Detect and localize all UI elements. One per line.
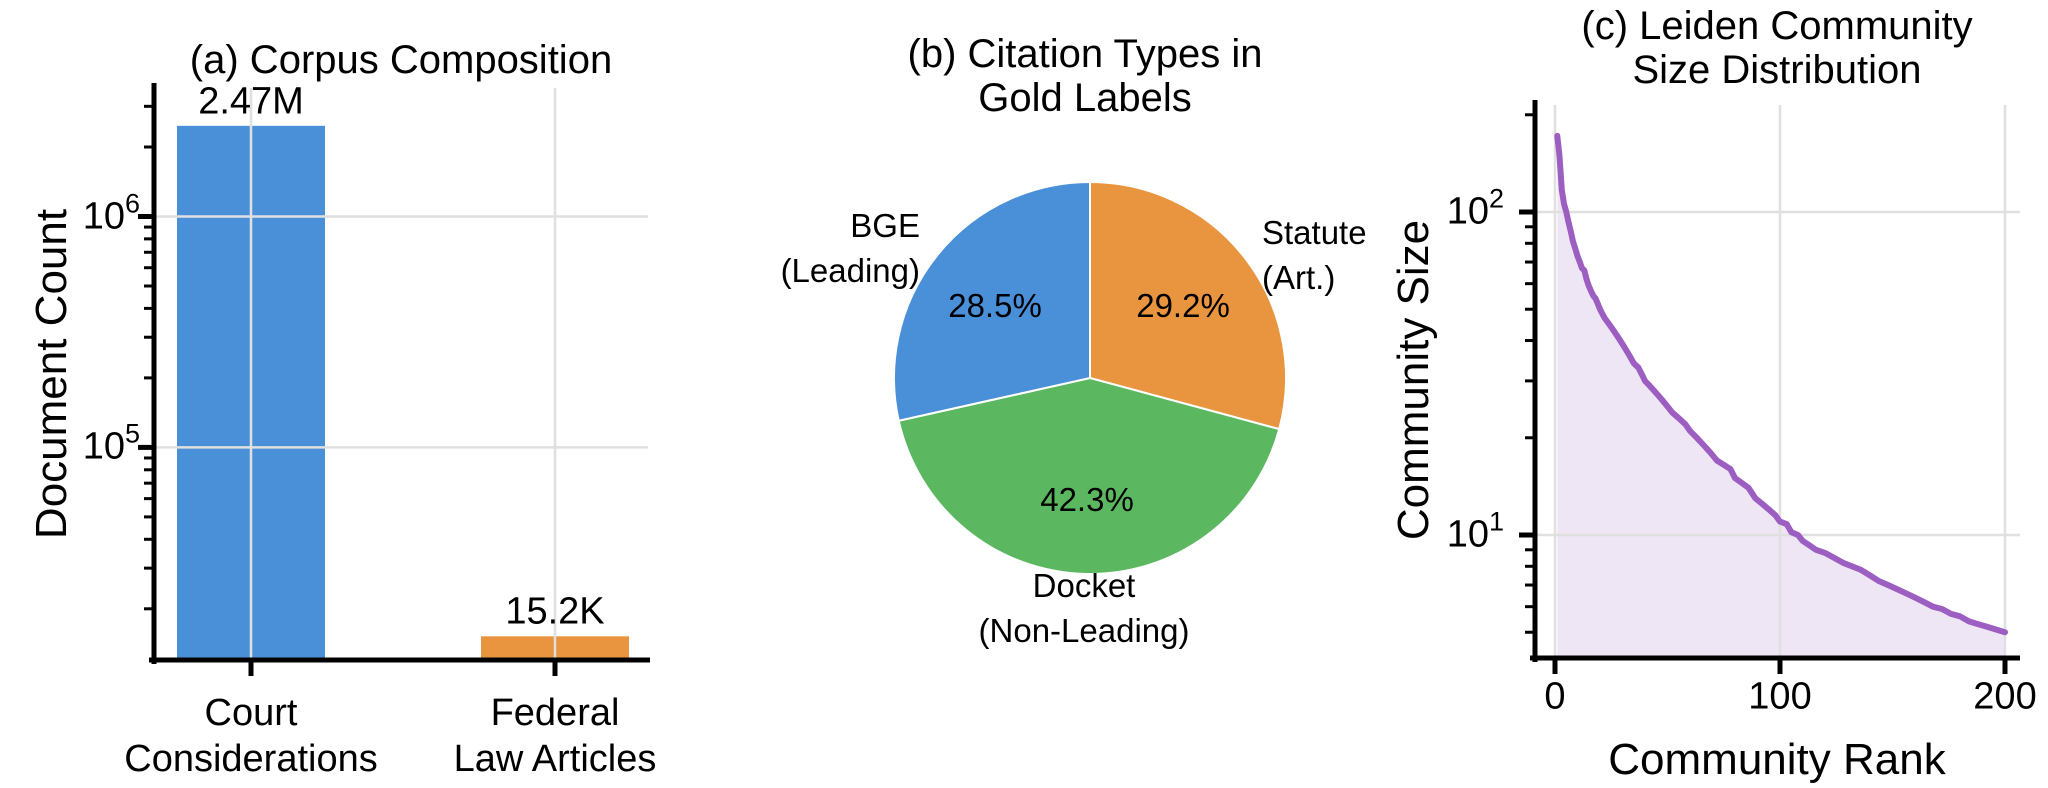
pie-percent-statute: 29.2% [1136, 287, 1230, 324]
pie-label-line: (Leading) [780, 252, 920, 289]
panel-b-title: (b) Citation Types in Gold Labels [908, 32, 1263, 120]
pie-percent-docket: 42.3% [1040, 481, 1134, 518]
pie-label-statute: Statute (Art.) [1262, 210, 1367, 300]
pie-slice-bge [893, 181, 1091, 422]
panel-c-title: (c) Leiden Community Size Distribution [1581, 4, 1972, 92]
pie-chart-plot [893, 181, 1287, 575]
title-line: (b) Citation Types in [907, 32, 1263, 76]
bar-value-label-court: 2.47M [198, 80, 304, 123]
panel-c-y-axis-label: Community Size [1389, 219, 1438, 541]
ytick-base: 10 [1446, 513, 1489, 556]
community-size-curve [1554, 132, 2008, 636]
pie-label-docket: Docket (Non-Leading) [979, 563, 1190, 653]
ytick-base: 10 [82, 425, 125, 468]
ytick-exponent: 5 [124, 418, 140, 449]
panel-c-xtick-200: 200 [1973, 675, 2037, 718]
pie-label-line: Statute [1262, 214, 1367, 251]
ytick-exponent: 6 [124, 188, 140, 219]
pie-label-bge: BGE (Leading) [781, 203, 920, 293]
pie-label-line: (Art.) [1262, 259, 1336, 296]
title-line: (c) Leiden Community [1581, 4, 1973, 48]
pie-slice-docket [897, 377, 1281, 575]
category-line: Law Articles [453, 738, 657, 780]
panel-a-y-axis-label: Document Count [27, 208, 76, 540]
bar-chart-plot [138, 83, 650, 676]
pie-label-line: Docket [1032, 567, 1136, 604]
category-line: Court [204, 692, 298, 734]
ytick-base: 10 [82, 195, 125, 238]
pie-percent-bge: 28.5% [948, 287, 1042, 324]
panel-c-xtick-0: 0 [1544, 675, 1566, 718]
area-chart-plot [1519, 100, 2020, 674]
category-line: Federal [490, 692, 620, 734]
panel-a-ytick-1e6: 106 [0, 189, 140, 239]
title-line: Size Distribution [1632, 48, 1922, 92]
panel-a-xtick-federal-law-articles: Federal Law Articles [454, 690, 657, 782]
panel-c-xtick-100: 100 [1748, 675, 1812, 718]
panel-a-xtick-court-considerations: Court Considerations [124, 690, 377, 782]
ytick-exponent: 2 [1488, 183, 1504, 214]
bar-value-label-federal: 15.2K [505, 590, 605, 633]
category-line: Considerations [124, 738, 378, 780]
pie-label-line: BGE [850, 207, 920, 244]
area-fill [1557, 135, 2005, 658]
panel-a-ytick-1e5: 105 [0, 419, 140, 469]
panel-a-title: (a) Corpus Composition [189, 38, 613, 82]
ytick-exponent: 1 [1488, 506, 1504, 537]
pie-label-line: (Non-Leading) [978, 612, 1190, 649]
panel-c-x-axis-label: Community Rank [1608, 735, 1946, 784]
panel-c-ytick-1e2: 102 [0, 184, 1504, 234]
pie-slice-statute [1089, 181, 1287, 431]
panel-c-ytick-1e1: 101 [0, 507, 1504, 557]
ytick-base: 10 [1446, 190, 1489, 233]
title-line: Gold Labels [978, 76, 1192, 120]
